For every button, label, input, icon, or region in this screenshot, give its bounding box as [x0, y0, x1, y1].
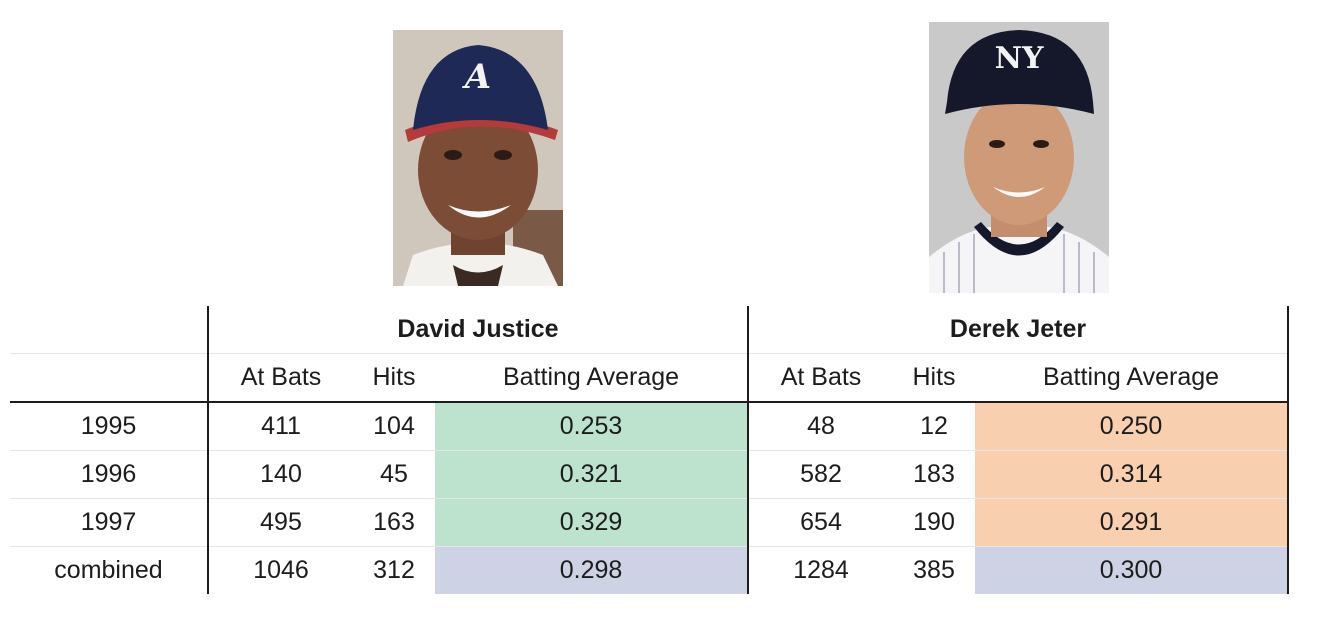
table-row: 1997 495 163 0.329 654 190 0.291	[10, 498, 1289, 547]
column-header-row: At Bats Hits Batting Average At Bats Hit…	[10, 353, 1289, 403]
row-label: 1996	[10, 450, 209, 499]
col-header-at-bats: At Bats	[208, 353, 353, 403]
table-row: 1995 411 104 0.253 48 12 0.250	[10, 402, 1289, 451]
player-name-jeter: Derek Jeter	[748, 306, 1289, 354]
player-header-row: David Justice Derek Jeter	[10, 306, 1289, 354]
justice-at-bats: 1046	[253, 556, 309, 584]
col-header-hits: Hits	[353, 353, 435, 403]
table-row: 1996 140 45 0.321 582 183 0.314	[10, 450, 1289, 499]
jeter-hits: 183	[893, 450, 975, 499]
jeter-at-bats: 1284	[793, 556, 849, 584]
table-row-combined: combined 1046 312 0.298 1284 385 0.300	[10, 546, 1289, 594]
jeter-batting-average: 0.300	[975, 546, 1289, 594]
justice-batting-average: 0.253	[435, 402, 749, 451]
justice-hits: 312	[373, 556, 415, 584]
row-label: combined	[10, 546, 209, 594]
jeter-hits: 190	[893, 498, 975, 547]
player-name-justice: David Justice	[208, 306, 749, 354]
row-label: 1997	[10, 498, 209, 547]
col-header-batting-average: Batting Average	[435, 353, 749, 403]
col-header-hits: Hits	[893, 353, 975, 403]
jeter-at-bats: 48	[748, 402, 893, 451]
braves-logo: A	[462, 57, 491, 97]
row-label: 1995	[10, 402, 209, 451]
corner-cell	[10, 306, 209, 354]
jeter-batting-average: 0.291	[975, 498, 1289, 547]
justice-hits: 104	[353, 402, 435, 451]
justice-batting-average: 0.298	[435, 546, 749, 594]
justice-at-bats: 495	[208, 498, 353, 547]
jeter-at-bats: 654	[748, 498, 893, 547]
jeter-at-bats: 582	[748, 450, 893, 499]
justice-at-bats: 411	[208, 402, 353, 451]
yankees-logo: NY	[995, 41, 1044, 76]
batting-stats-table: David Justice Derek Jeter At Bats Hits B…	[10, 306, 1289, 594]
col-header-at-bats: At Bats	[748, 353, 893, 403]
david-justice-photo: A	[393, 30, 563, 286]
corner-cell	[10, 353, 209, 403]
jeter-batting-average: 0.250	[975, 402, 1289, 451]
justice-hits: 45	[353, 450, 435, 499]
jeter-batting-average: 0.314	[975, 450, 1289, 499]
justice-hits: 163	[353, 498, 435, 547]
justice-batting-average: 0.321	[435, 450, 749, 499]
jeter-hits: 385	[913, 556, 955, 584]
col-header-batting-average: Batting Average	[975, 353, 1289, 403]
justice-at-bats: 140	[208, 450, 353, 499]
jeter-hits: 12	[893, 402, 975, 451]
derek-jeter-photo: NY	[929, 22, 1109, 293]
justice-batting-average: 0.329	[435, 498, 749, 547]
